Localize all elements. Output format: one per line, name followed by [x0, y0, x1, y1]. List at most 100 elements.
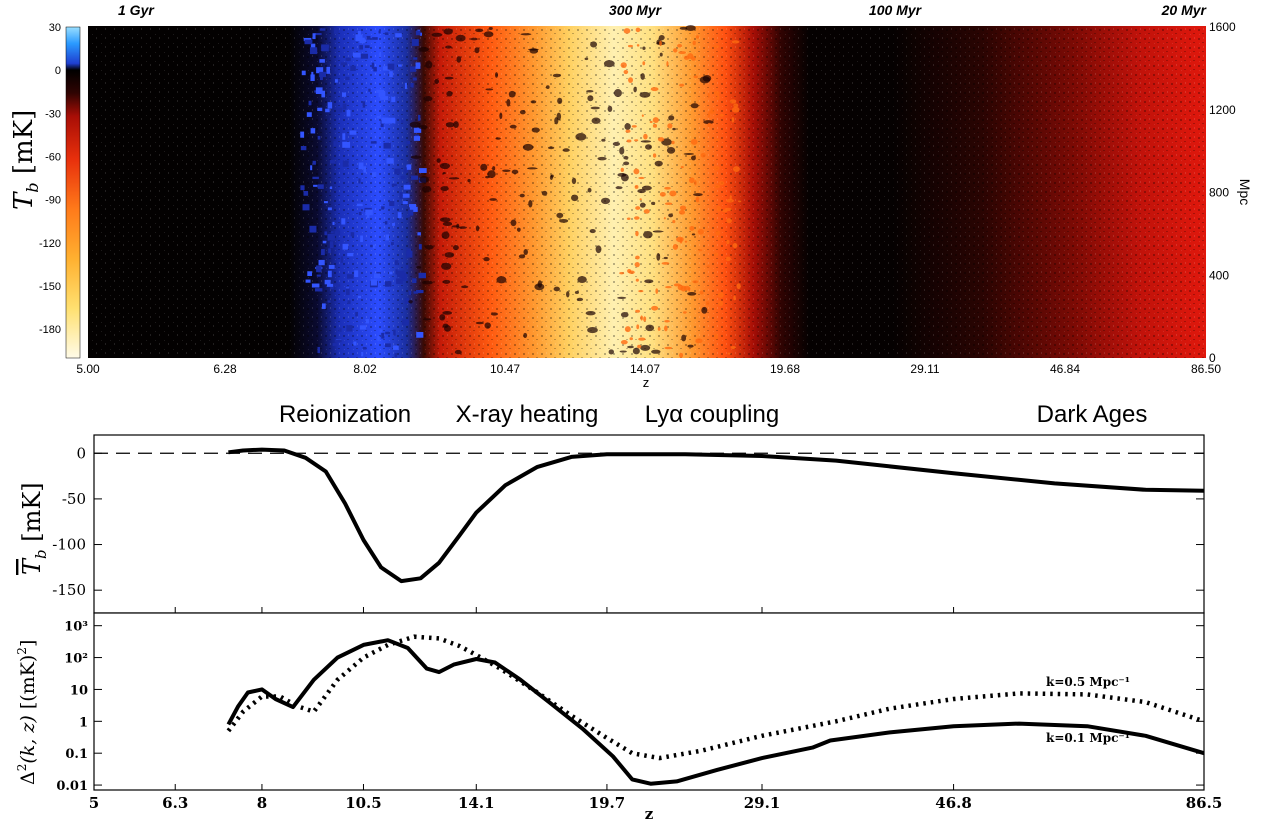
power-spectrum-y-tick: 0.1	[65, 747, 88, 762]
ionized-region	[370, 141, 377, 144]
ionized-region	[355, 311, 358, 317]
age-labels: 1 Gyr 300 Myr 100 Myr 20 Myr	[118, 2, 1208, 18]
heatmap-x-tick: 10.47	[490, 362, 520, 376]
cold-spot	[519, 109, 526, 115]
ionized-region	[364, 45, 370, 49]
ionized-region	[342, 92, 347, 97]
ionized-region	[325, 108, 330, 113]
ionized-region	[381, 332, 385, 339]
heatmap-structure	[300, 25, 742, 358]
ionized-region	[400, 175, 406, 180]
hot-spot	[633, 168, 640, 175]
cold-spot	[453, 121, 459, 128]
ionized-region	[342, 243, 349, 250]
cold-spot	[442, 221, 453, 227]
ionized-region	[412, 278, 417, 284]
ionized-region	[362, 101, 366, 108]
ionized-region	[404, 298, 409, 305]
heatmap-x-tick: 29.11	[910, 362, 939, 376]
hot-spot	[738, 200, 742, 203]
ionized-region	[312, 160, 316, 165]
ionized-region	[326, 66, 331, 74]
cold-spot	[470, 37, 478, 41]
cold-spot	[519, 193, 525, 198]
power-spectrum-x-tick: 46.8	[935, 794, 972, 812]
cold-spot	[613, 89, 622, 97]
hot-spot	[623, 28, 631, 34]
ionized-region	[319, 28, 326, 31]
heatmap-x-tick: 6.28	[213, 362, 237, 376]
era-labels: Reionization X-ray heating Lyα coupling Dar…	[279, 401, 1147, 428]
ionized-region	[302, 204, 310, 211]
power-spectrum-x-tick: 5	[89, 794, 99, 812]
ionized-region	[314, 32, 322, 36]
mean-tb-y-tick: -50	[62, 490, 86, 508]
ionized-region	[342, 160, 349, 167]
hot-spot	[624, 326, 631, 333]
heatmap-x-ticks: 5.00 6.28 8.02 10.47 14.07 19.68 29.11 46.84 86.…	[76, 362, 1221, 376]
heatmap-x-tick: 8.02	[353, 362, 377, 376]
cold-spot	[701, 306, 708, 314]
ionized-region	[385, 234, 390, 241]
hot-spot	[625, 129, 631, 133]
cold-spot	[687, 344, 694, 348]
ionized-region	[413, 127, 422, 133]
cold-spot	[645, 144, 652, 150]
hot-spot	[693, 75, 698, 79]
hot-spot	[707, 122, 712, 127]
ionized-region	[335, 339, 342, 343]
ionized-region	[352, 52, 361, 58]
hot-spot	[700, 152, 706, 158]
cold-spot	[690, 103, 699, 109]
hot-spot	[695, 35, 700, 39]
ionized-region	[365, 319, 369, 324]
cold-spot	[445, 122, 455, 128]
ionized-region	[385, 331, 391, 335]
hot-spot	[695, 338, 703, 344]
hot-spot	[637, 344, 642, 349]
ionized-region	[349, 130, 357, 135]
cold-spot	[687, 292, 697, 296]
hot-spot	[692, 40, 696, 46]
ionized-region	[397, 270, 405, 278]
cold-spot	[693, 193, 703, 197]
power-spectrum-y-ticks: 10³ 10² 10 1 0.1 0.01	[56, 620, 1204, 794]
cold-spot	[552, 73, 561, 78]
ionized-region	[377, 336, 380, 342]
heatmap-x-tick: 46.84	[1050, 362, 1080, 376]
cold-spot	[441, 231, 450, 240]
hot-spot	[636, 44, 640, 47]
ionized-region	[315, 87, 323, 94]
cold-spot	[527, 48, 539, 51]
cold-spot	[603, 60, 615, 68]
cold-spot	[440, 186, 449, 192]
power-spectrum-y-tick: 1	[79, 715, 88, 730]
hot-spot	[717, 236, 720, 241]
cold-spot	[422, 318, 432, 321]
cold-spot	[679, 26, 688, 30]
cold-spot	[585, 310, 596, 316]
ionized-region	[321, 45, 330, 48]
hot-spot	[689, 225, 695, 231]
cold-spot	[509, 124, 517, 129]
hot-spot	[684, 240, 688, 243]
ionized-region	[371, 62, 375, 69]
power-spectrum-y-tick: 10²	[64, 652, 88, 667]
cold-spot	[627, 345, 634, 349]
hot-spot	[651, 305, 659, 311]
ionized-region	[402, 193, 410, 198]
colorbar-tick: -120	[39, 238, 61, 250]
cold-spot	[511, 169, 519, 175]
cold-spot	[421, 186, 432, 193]
hot-spot	[634, 185, 639, 189]
hot-spot	[667, 123, 673, 129]
ionized-region	[405, 264, 409, 269]
ionized-region	[413, 136, 421, 141]
cold-spot	[455, 34, 466, 42]
cold-spot	[659, 52, 663, 57]
cold-spot	[467, 179, 471, 183]
ionized-region	[327, 270, 332, 278]
cold-spot	[530, 100, 537, 104]
ionized-region	[316, 274, 321, 277]
hot-spot	[705, 301, 710, 306]
